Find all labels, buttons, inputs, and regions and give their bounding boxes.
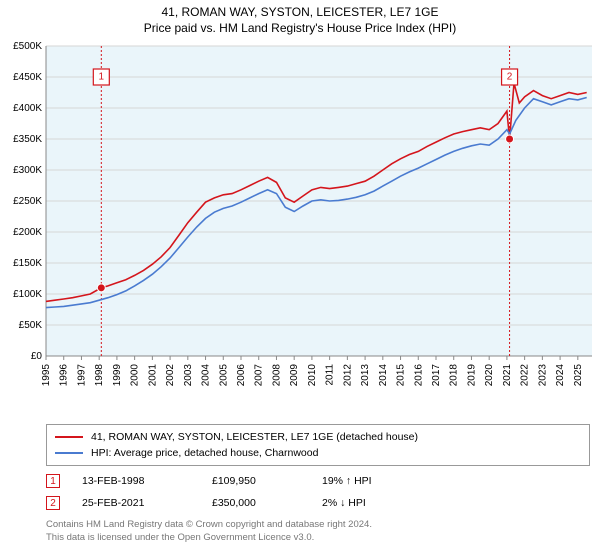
svg-text:2020: 2020 xyxy=(484,364,495,387)
attribution-line-2: This data is licensed under the Open Gov… xyxy=(46,531,590,544)
svg-text:2009: 2009 xyxy=(289,364,300,387)
svg-text:£100K: £100K xyxy=(13,289,42,300)
marker-price: £350,000 xyxy=(212,497,322,509)
svg-text:2022: 2022 xyxy=(520,364,531,387)
svg-text:1995: 1995 xyxy=(41,364,52,387)
marker-number-box: 1 xyxy=(46,474,60,488)
svg-text:2018: 2018 xyxy=(449,364,460,387)
svg-text:2017: 2017 xyxy=(431,364,442,387)
marker-row-1: 1 13-FEB-1998 £109,950 19% ↑ HPI xyxy=(46,470,590,492)
svg-text:2014: 2014 xyxy=(378,364,389,387)
svg-text:2012: 2012 xyxy=(342,364,353,387)
svg-text:£300K: £300K xyxy=(13,165,42,176)
svg-text:£400K: £400K xyxy=(13,103,42,114)
marker-diff: 2% ↓ HPI xyxy=(322,497,366,509)
price-chart: £0 £50K £100K £150K £200K £250K £300K £350K £400… xyxy=(0,38,600,418)
svg-text:2007: 2007 xyxy=(254,364,265,387)
svg-text:£150K: £150K xyxy=(13,258,42,269)
title-line-2: Price paid vs. HM Land Registry's House … xyxy=(0,20,600,36)
legend-label: HPI: Average price, detached house, Char… xyxy=(91,447,318,459)
attribution-line-1: Contains HM Land Registry data © Crown c… xyxy=(46,518,590,531)
svg-text:2006: 2006 xyxy=(236,364,247,387)
svg-text:£450K: £450K xyxy=(13,72,42,83)
svg-text:2001: 2001 xyxy=(147,364,158,387)
svg-text:2024: 2024 xyxy=(555,364,566,387)
svg-text:2019: 2019 xyxy=(466,364,477,387)
legend-label: 41, ROMAN WAY, SYSTON, LEICESTER, LE7 1G… xyxy=(91,431,418,443)
svg-text:£350K: £350K xyxy=(13,134,42,145)
svg-text:£250K: £250K xyxy=(13,196,42,207)
svg-text:2015: 2015 xyxy=(396,364,407,387)
svg-text:1996: 1996 xyxy=(59,364,70,387)
marker-date: 13-FEB-1998 xyxy=(82,475,212,487)
svg-text:2002: 2002 xyxy=(165,364,176,387)
chart-svg: £0 £50K £100K £150K £200K £250K £300K £350K £400… xyxy=(0,38,600,418)
svg-text:2013: 2013 xyxy=(360,364,371,387)
svg-text:2023: 2023 xyxy=(537,364,548,387)
title-line-1: 41, ROMAN WAY, SYSTON, LEICESTER, LE7 1G… xyxy=(0,4,600,20)
svg-text:2004: 2004 xyxy=(201,364,212,387)
marker-diff: 19% ↑ HPI xyxy=(322,475,372,487)
svg-text:£500K: £500K xyxy=(13,41,42,52)
marker-number-box: 2 xyxy=(46,496,60,510)
legend: 41, ROMAN WAY, SYSTON, LEICESTER, LE7 1G… xyxy=(46,424,590,466)
svg-text:1997: 1997 xyxy=(76,364,87,387)
svg-text:2011: 2011 xyxy=(325,364,336,386)
svg-text:2005: 2005 xyxy=(218,364,229,387)
svg-text:2010: 2010 xyxy=(307,364,318,387)
marker-table: 1 13-FEB-1998 £109,950 19% ↑ HPI 2 25-FE… xyxy=(46,470,590,514)
svg-text:2025: 2025 xyxy=(573,364,584,387)
marker-price: £109,950 xyxy=(212,475,322,487)
legend-item-price-paid: 41, ROMAN WAY, SYSTON, LEICESTER, LE7 1G… xyxy=(55,429,581,445)
svg-text:£0: £0 xyxy=(31,351,43,362)
svg-text:£200K: £200K xyxy=(13,227,42,238)
svg-text:2008: 2008 xyxy=(271,364,282,387)
legend-swatch xyxy=(55,436,83,438)
svg-text:2021: 2021 xyxy=(502,364,513,387)
svg-text:2003: 2003 xyxy=(183,364,194,387)
svg-text:1998: 1998 xyxy=(94,364,105,387)
svg-text:£50K: £50K xyxy=(19,320,43,331)
svg-text:2000: 2000 xyxy=(130,364,141,387)
attribution: Contains HM Land Registry data © Crown c… xyxy=(46,518,590,544)
svg-text:1: 1 xyxy=(99,72,105,83)
svg-text:1999: 1999 xyxy=(112,364,123,387)
svg-text:2016: 2016 xyxy=(413,364,424,387)
marker-row-2: 2 25-FEB-2021 £350,000 2% ↓ HPI xyxy=(46,492,590,514)
legend-swatch xyxy=(55,452,83,454)
legend-item-hpi: HPI: Average price, detached house, Char… xyxy=(55,445,581,461)
marker-date: 25-FEB-2021 xyxy=(82,497,212,509)
chart-title: 41, ROMAN WAY, SYSTON, LEICESTER, LE7 1G… xyxy=(0,0,600,38)
svg-text:2: 2 xyxy=(507,72,513,83)
